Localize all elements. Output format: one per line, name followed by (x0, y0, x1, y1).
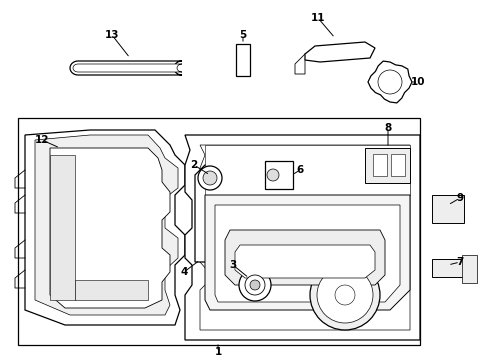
Polygon shape (215, 205, 399, 302)
Circle shape (249, 280, 260, 290)
Circle shape (309, 260, 379, 330)
Polygon shape (73, 64, 182, 72)
Polygon shape (264, 161, 292, 189)
Polygon shape (50, 155, 75, 300)
Circle shape (203, 171, 217, 185)
Polygon shape (461, 255, 476, 283)
Polygon shape (25, 130, 184, 325)
Text: 4: 4 (180, 267, 187, 277)
Polygon shape (75, 280, 148, 300)
Text: 8: 8 (384, 123, 391, 133)
Circle shape (244, 275, 264, 295)
Circle shape (334, 285, 354, 305)
Circle shape (377, 70, 401, 94)
Polygon shape (204, 145, 409, 195)
Polygon shape (224, 230, 384, 285)
Circle shape (316, 267, 372, 323)
Text: 7: 7 (455, 257, 463, 267)
Text: 13: 13 (104, 30, 119, 40)
Text: 5: 5 (239, 30, 246, 40)
Polygon shape (390, 154, 404, 176)
Polygon shape (70, 61, 182, 75)
Text: 6: 6 (296, 165, 303, 175)
Text: 10: 10 (410, 77, 425, 87)
Polygon shape (184, 135, 419, 340)
Text: 2: 2 (190, 160, 197, 170)
Polygon shape (431, 259, 469, 277)
Polygon shape (200, 145, 409, 330)
Polygon shape (367, 61, 411, 103)
Polygon shape (305, 42, 374, 62)
Circle shape (198, 166, 222, 190)
Text: 9: 9 (455, 193, 463, 203)
Bar (18, 118, 419, 345)
Text: 3: 3 (229, 260, 236, 270)
Polygon shape (35, 135, 178, 315)
Circle shape (266, 169, 279, 181)
Polygon shape (50, 148, 170, 308)
Polygon shape (431, 195, 463, 223)
Text: 11: 11 (310, 13, 325, 23)
Polygon shape (372, 154, 386, 176)
Text: 1: 1 (214, 347, 221, 357)
Polygon shape (364, 148, 409, 183)
Polygon shape (235, 245, 374, 278)
Polygon shape (195, 165, 260, 262)
Text: 12: 12 (35, 135, 49, 145)
Polygon shape (204, 195, 409, 310)
Circle shape (239, 269, 270, 301)
Polygon shape (236, 44, 249, 76)
